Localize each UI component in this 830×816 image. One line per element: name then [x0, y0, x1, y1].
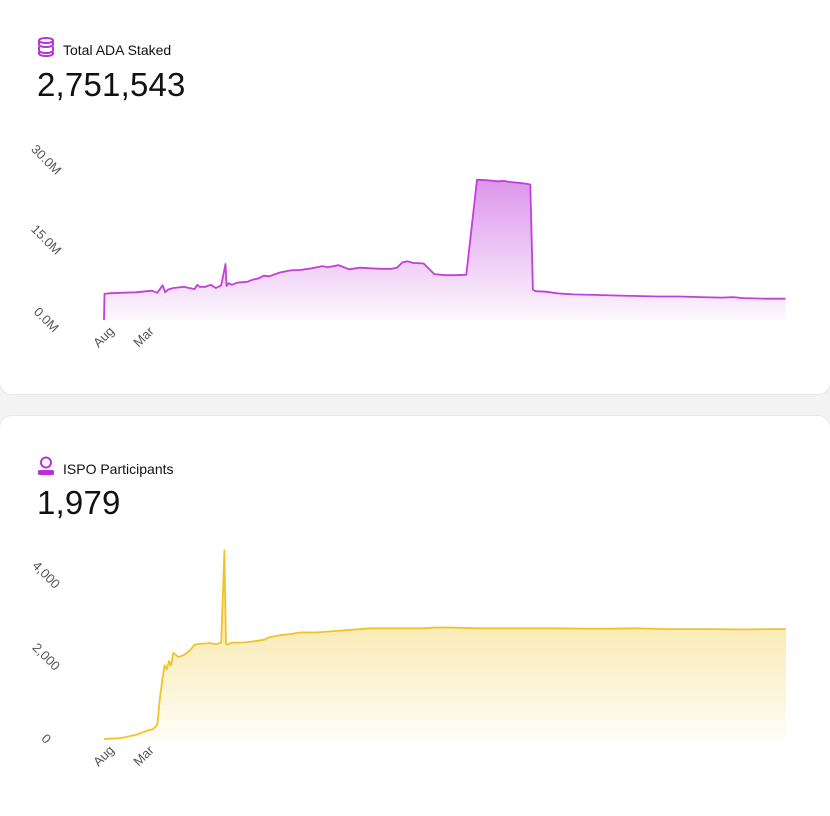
card-header: ISPO Participants — [37, 456, 174, 481]
user-icon — [37, 456, 55, 481]
total-ada-staked-card: Total ADA Staked 2,751,543 0.0M 15.0M 30.0… — [0, 0, 830, 394]
y-tick-label: 2,000 — [30, 640, 64, 674]
y-tick-label: 4,000 — [30, 558, 64, 592]
y-tick-label: 0 — [38, 731, 54, 747]
total-staked-value: 2,751,543 — [37, 66, 186, 103]
series-line — [103, 178, 786, 321]
card-title: ISPO Participants — [63, 460, 174, 477]
series-area — [104, 179, 786, 320]
x-tick-label: Aug — [90, 742, 117, 769]
series-line — [103, 549, 786, 740]
card-header: Total ADA Staked — [37, 37, 171, 62]
coins-stack-icon — [37, 37, 55, 62]
ispo-participants-card: ISPO Participants 1,979 0 2,000 4,000 Aug Ma… — [0, 416, 830, 816]
x-tick-label: Mar — [130, 742, 157, 769]
card-title: Total ADA Staked — [63, 41, 172, 58]
series-area — [104, 550, 786, 739]
participants-value: 1,979 — [37, 484, 121, 521]
